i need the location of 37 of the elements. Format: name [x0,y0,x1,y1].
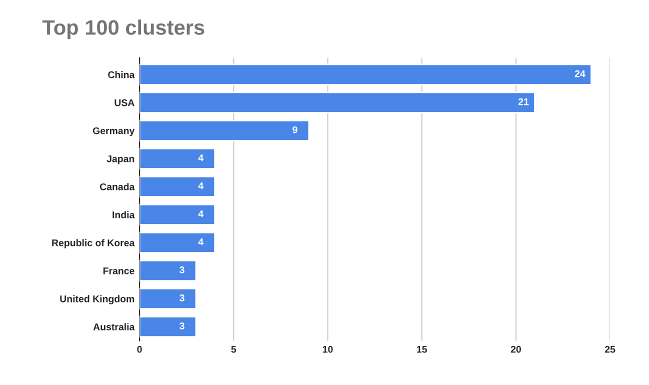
bar [140,316,197,338]
y-tick-label: USA [114,99,134,106]
x-tick-label: 5 [231,346,236,353]
bar [140,204,216,226]
x-tick-label: 20 [510,346,521,353]
data-label: 3 [180,322,184,330]
x-tick-label: 15 [417,346,427,353]
y-tick-label: Japan [106,155,134,164]
data-label: 4 [198,154,204,162]
x-tick-label: 10 [322,346,333,353]
data-label: 24 [574,70,586,78]
data-label: 9 [292,126,298,134]
data-label: 21 [518,98,529,106]
chart-title: Top 100 clusters [42,20,204,39]
y-tick-label: Republic of Korea [52,239,135,248]
bar [140,64,592,86]
y-tick-label: Australia [93,323,135,330]
bar [140,92,536,114]
bar [140,148,216,170]
y-tick-label: United Kingdom [60,295,134,304]
y-tick-label: Canada [100,183,135,190]
bar [140,120,310,142]
bar [140,232,216,254]
data-label: 3 [180,294,184,302]
y-tick-label: India [112,211,135,218]
data-label: 4 [198,182,204,190]
data-label: 4 [198,210,204,218]
bar [140,288,197,310]
bar [140,260,197,282]
x-tick-label: 25 [604,346,616,353]
x-tick-label: 0 [137,346,142,353]
y-tick-label: Germany [92,127,135,136]
bar [140,176,216,198]
y-tick-label: China [108,71,135,78]
data-label: 3 [180,266,184,274]
data-label: 4 [198,238,204,246]
y-tick-label: France [103,268,134,274]
